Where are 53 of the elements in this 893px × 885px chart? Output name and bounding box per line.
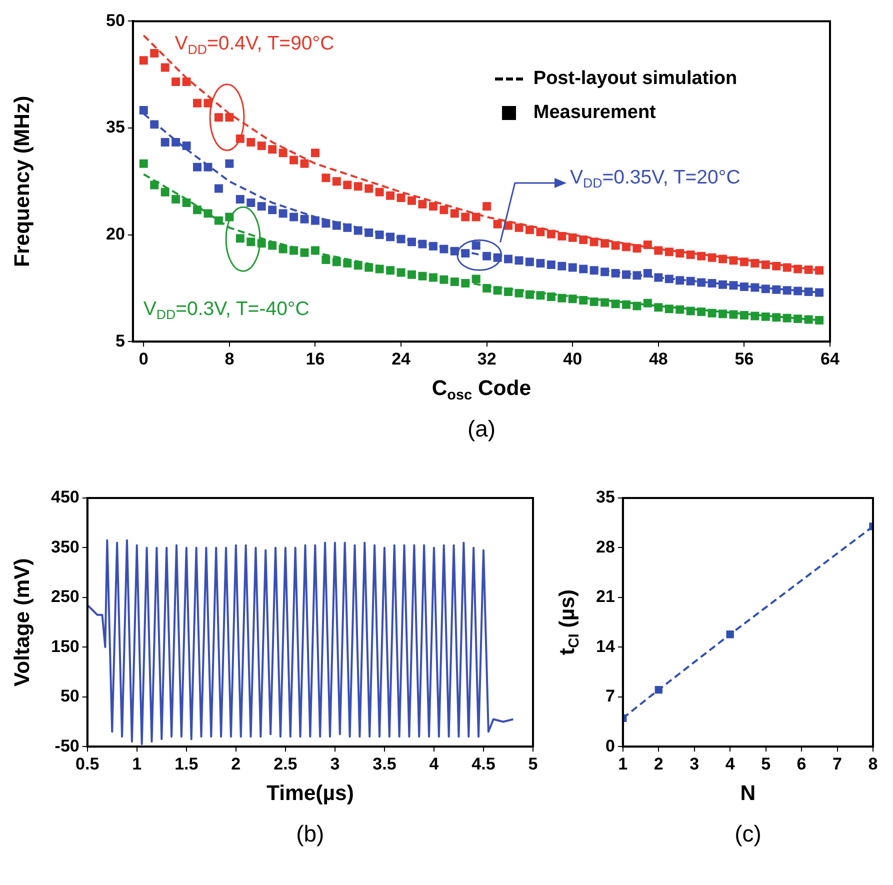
x-tick-label: 0 bbox=[138, 349, 148, 368]
x-tick-label: 4.5 bbox=[472, 754, 496, 774]
x-tick-label: 1 bbox=[132, 754, 142, 774]
x-axis-title: Time(µs) bbox=[266, 781, 354, 806]
x-tick-label: 5 bbox=[761, 754, 771, 774]
x-tick-label: 2 bbox=[231, 754, 241, 774]
text: (c) bbox=[734, 820, 762, 846]
x-tick-label: 64 bbox=[820, 349, 840, 368]
x-tick-label: 2.5 bbox=[274, 754, 298, 774]
y-tick-label: 150 bbox=[50, 636, 80, 656]
y-tick-label: 35 bbox=[596, 488, 615, 507]
x-tick-label: 2 bbox=[654, 754, 664, 774]
y-tick-label: 21 bbox=[596, 587, 615, 606]
x-tick-label: 6 bbox=[796, 754, 806, 774]
x-axis-title: N bbox=[740, 781, 756, 806]
x-tick-label: 56 bbox=[734, 349, 754, 368]
x-tick-label: 16 bbox=[306, 349, 325, 368]
x-tick-label: 8 bbox=[868, 754, 878, 774]
x-tick-label: 4 bbox=[429, 754, 440, 774]
x-tick-label: 3 bbox=[330, 754, 340, 774]
x-tick-label: 3 bbox=[690, 754, 700, 774]
y-tick-label: 50 bbox=[60, 686, 80, 706]
x-tick-label: 8 bbox=[224, 349, 234, 368]
x-tick-label: 3.5 bbox=[372, 754, 396, 774]
x-tick-label: 1 bbox=[618, 754, 628, 774]
y-tick-label: 28 bbox=[596, 537, 615, 556]
x-tick-label: 7 bbox=[832, 754, 842, 774]
x-tick-label: 5 bbox=[528, 754, 538, 774]
y-tick-label: 450 bbox=[50, 488, 80, 507]
y-tick-label: 5 bbox=[115, 331, 125, 350]
x-tick-label: 40 bbox=[563, 349, 582, 368]
y-axis-title: Frequency (MHz) bbox=[10, 96, 34, 267]
annotation: Measurement bbox=[533, 102, 656, 124]
x-tick-label: 48 bbox=[648, 349, 668, 368]
y-tick-label: 7 bbox=[605, 686, 615, 706]
x-tick-label: 4 bbox=[725, 754, 736, 774]
annotation: Post-layout simulation bbox=[533, 68, 738, 90]
y-tick-label: 35 bbox=[106, 118, 125, 137]
y-axis-title: Voltage (mV) bbox=[10, 558, 34, 686]
y-tick-label: 0 bbox=[605, 736, 615, 756]
y-tick-label: 250 bbox=[50, 587, 80, 606]
x-tick-label: 24 bbox=[392, 349, 412, 368]
y-tick-label: 50 bbox=[106, 10, 125, 30]
text: (b) bbox=[296, 820, 324, 846]
x-tick-label: 0.5 bbox=[76, 754, 100, 774]
text: (a) bbox=[467, 415, 496, 442]
y-tick-label: 350 bbox=[50, 537, 80, 556]
x-tick-label: 32 bbox=[477, 349, 496, 368]
y-tick-label: 14 bbox=[596, 636, 616, 656]
y-tick-label: 20 bbox=[106, 224, 125, 244]
x-tick-label: 1.5 bbox=[174, 754, 198, 774]
y-tick-label: -50 bbox=[54, 736, 80, 756]
y-axis-title: tCI (µs) bbox=[555, 589, 583, 656]
